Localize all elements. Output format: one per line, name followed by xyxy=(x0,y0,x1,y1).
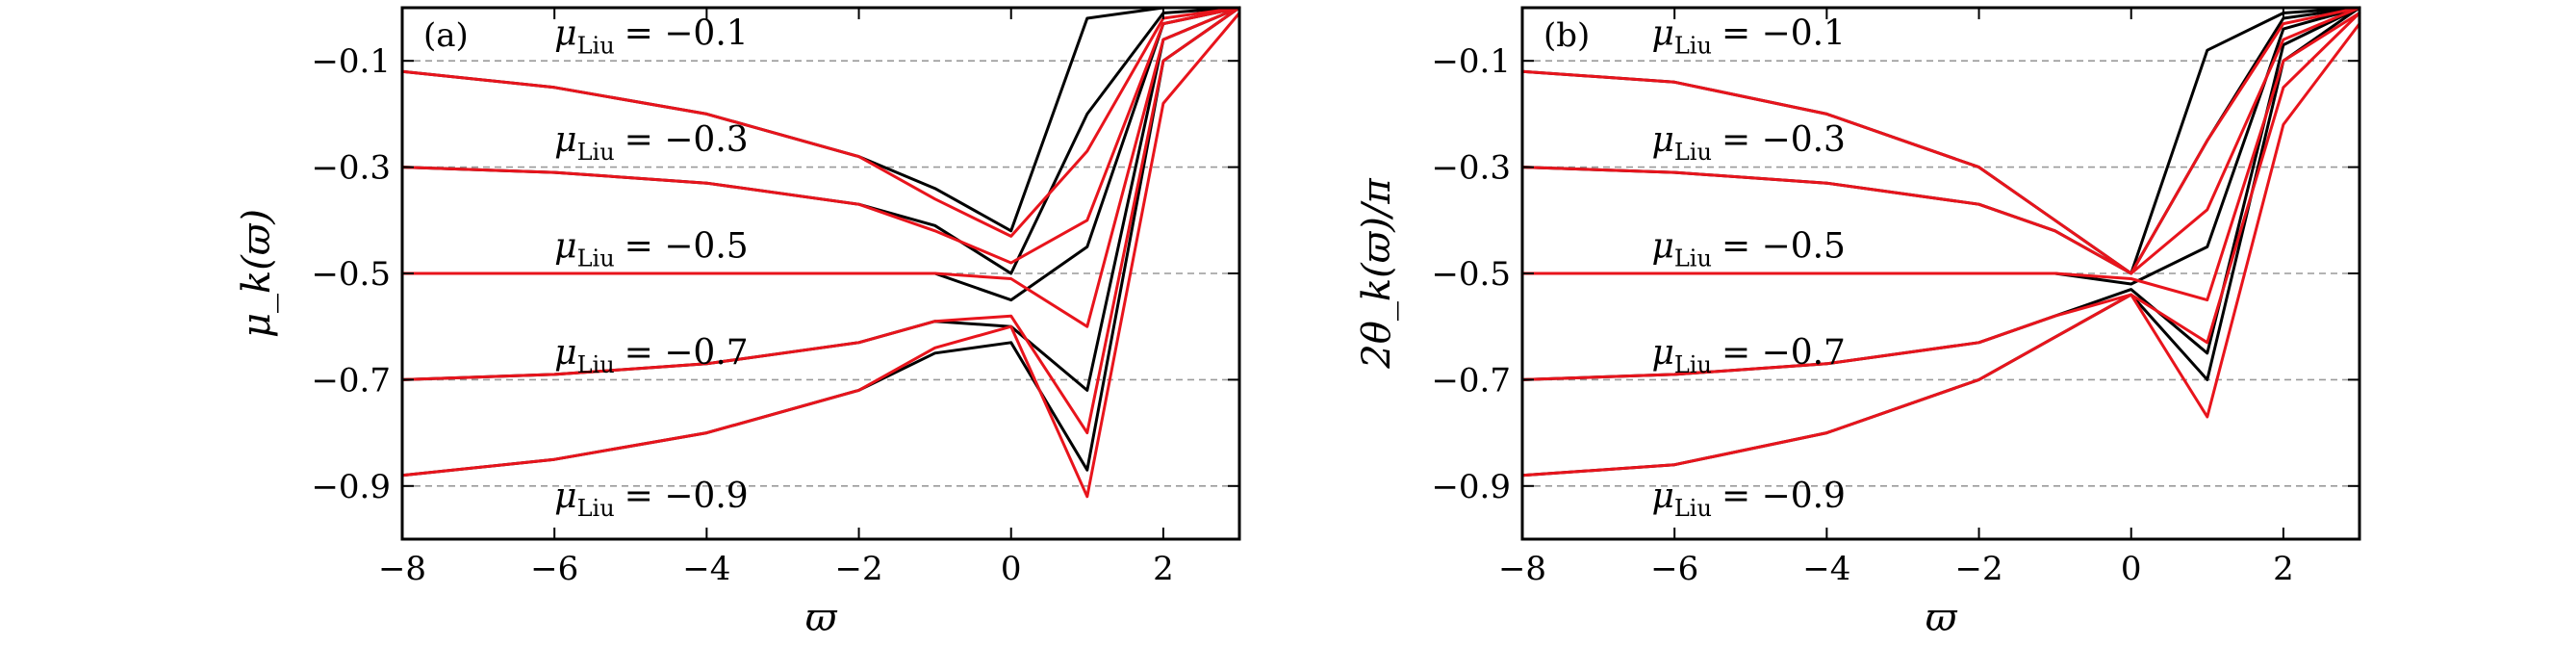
x-tick-label-1: −6 xyxy=(1650,550,1698,588)
annotation-4: μLiu = −0.9 xyxy=(1651,477,1846,522)
annotation-4: μLiu = −0.9 xyxy=(554,477,749,522)
panel-b-ylabel: 2θ_k(ϖ)/π xyxy=(1355,178,1399,370)
y-tick-label-4: −0.9 xyxy=(1431,468,1511,506)
panel-b-series xyxy=(1520,6,2361,478)
x-tick-label-5: 2 xyxy=(1153,550,1174,588)
annotation-0: μLiu = −0.1 xyxy=(554,14,749,60)
annotation-0: μLiu = −0.1 xyxy=(1651,14,1846,60)
x-tick-label-1: −6 xyxy=(530,550,578,588)
series-line-7 xyxy=(1520,12,2361,302)
panel-a-annotations: μLiu = −0.1 μLiu = −0.3 μLiu = −0.5 μLiu = −0.7… xyxy=(554,14,749,522)
x-tick-label-2: −4 xyxy=(1802,550,1850,588)
annotation-3: μLiu = −0.7 xyxy=(1651,333,1846,378)
series-line-8 xyxy=(400,6,1241,435)
series-line-6 xyxy=(1520,6,2361,275)
y-tick-label-3: −0.7 xyxy=(1431,361,1511,400)
panel-a: −8 −6 −4 −2 0 2 −0.1 −0.3 −0.5 −0.7 −0.9 (a) ϖ μ_k… xyxy=(235,6,1241,640)
panel-a-ylabel: μ_k(ϖ) xyxy=(235,209,279,338)
x-tick-label-0: −8 xyxy=(1498,550,1546,588)
annotation-3: μLiu = −0.7 xyxy=(554,333,749,378)
annotation-1: μLiu = −0.3 xyxy=(1651,120,1846,166)
panel-b-label: (b) xyxy=(1543,16,1590,55)
panel-b: −8 −6 −4 −2 0 2 −0.1 −0.3 −0.5 −0.7 −0.9 (b) ϖ 2θ_… xyxy=(1355,6,2361,640)
annotation-2: μLiu = −0.5 xyxy=(1651,226,1846,271)
panel-a-xlabel: ϖ xyxy=(805,596,838,640)
annotation-2: μLiu = −0.5 xyxy=(554,226,749,271)
x-tick-label-4: 0 xyxy=(1001,550,1022,588)
y-tick-label-1: −0.3 xyxy=(1431,149,1511,188)
series-line-6 xyxy=(400,6,1241,265)
x-tick-label-2: −4 xyxy=(682,550,730,588)
x-tick-label-3: −2 xyxy=(1954,550,2002,588)
series-line-8 xyxy=(1520,12,2361,381)
series-line-5 xyxy=(400,6,1241,238)
x-tick-label-0: −8 xyxy=(378,550,426,588)
series-line-9 xyxy=(1520,22,2361,478)
series-line-9 xyxy=(400,12,1241,499)
panel-a-label: (a) xyxy=(423,16,469,55)
y-tick-label-0: −0.1 xyxy=(1431,42,1511,81)
panel-a-series xyxy=(400,6,1241,499)
panel-b-annotations: μLiu = −0.1 μLiu = −0.3 μLiu = −0.5 μLiu = −0.7… xyxy=(1651,14,1846,522)
x-tick-label-4: 0 xyxy=(2121,550,2142,588)
series-line-5 xyxy=(1520,6,2361,275)
x-tick-label-5: 2 xyxy=(2273,550,2294,588)
x-tick-label-3: −2 xyxy=(834,550,882,588)
panel-b-ticks: −8 −6 −4 −2 0 2 −0.1 −0.3 −0.5 −0.7 −0.9 xyxy=(1431,8,2359,588)
series-line-7 xyxy=(400,6,1241,328)
panel-a-ticks: −8 −6 −4 −2 0 2 −0.1 −0.3 −0.5 −0.7 −0.9 xyxy=(311,8,1239,588)
y-tick-label-4: −0.9 xyxy=(311,468,391,506)
y-tick-label-3: −0.7 xyxy=(311,361,391,400)
panel-b-xlabel: ϖ xyxy=(1926,596,1958,640)
y-tick-label-0: −0.1 xyxy=(311,42,391,81)
y-tick-label-1: −0.3 xyxy=(311,149,391,188)
y-tick-label-2: −0.5 xyxy=(1431,255,1511,294)
y-tick-label-2: −0.5 xyxy=(311,255,391,294)
annotation-1: μLiu = −0.3 xyxy=(554,120,749,166)
